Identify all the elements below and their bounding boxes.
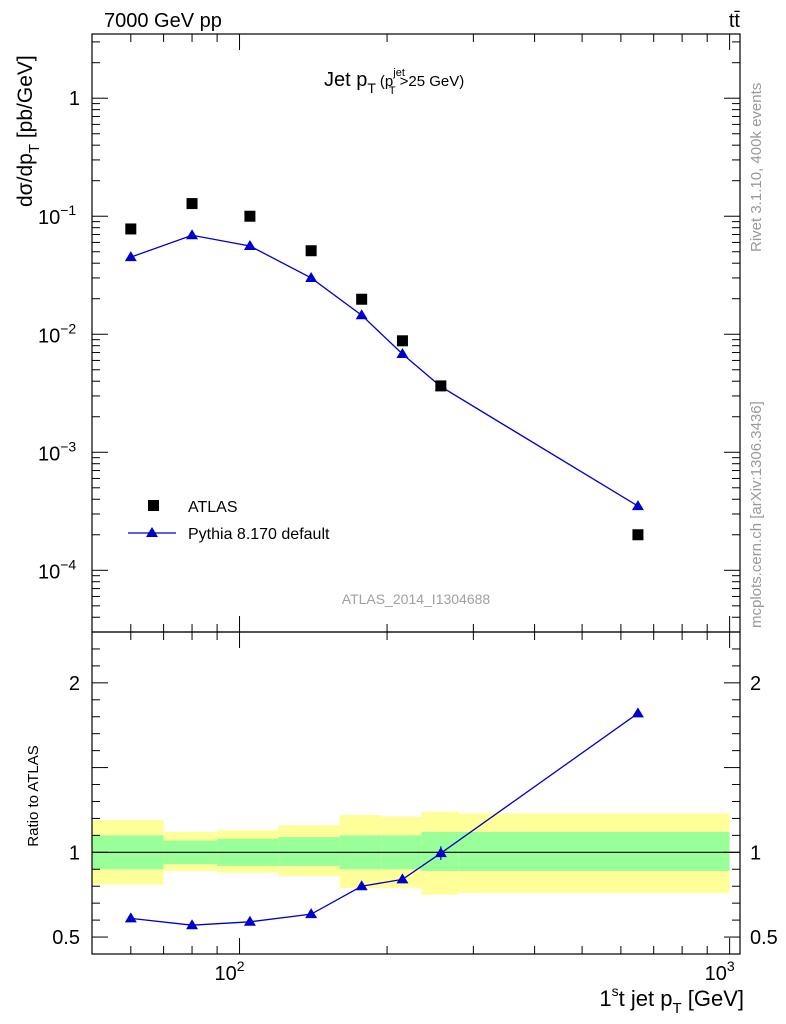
main-marks-layer <box>124 198 644 541</box>
main-ylabel: dσ/dpT [pb/GeV] <box>14 55 43 207</box>
title-paren-rest: >25 GeV) <box>400 73 465 90</box>
ratio-frame <box>91 631 741 955</box>
title-paren-open: (p <box>380 73 393 90</box>
mcplots-label: mcplots.cern.ch [arXiv:1306.3436] <box>748 401 765 628</box>
legend-atlas-label: ATLAS <box>188 499 238 516</box>
xlabel-unit: [GeV] <box>682 986 744 1011</box>
xlabel-sub: T <box>672 1000 681 1017</box>
ratio-point <box>124 912 137 923</box>
title-paren-sub: T <box>389 85 396 97</box>
atlas-point <box>305 245 317 257</box>
ratio-marks-layer <box>92 707 740 930</box>
pythia-point <box>124 251 137 262</box>
y-tick-label: 10−3 <box>38 438 76 465</box>
title-paren-sup: jet <box>392 67 405 79</box>
ratio-point <box>243 915 256 926</box>
pythia-point <box>355 309 368 320</box>
xlabel-rest: t jet p <box>619 986 673 1011</box>
energy-label: 7000 GeV pp <box>104 10 222 32</box>
ratio-stat-band <box>278 837 340 866</box>
ratio-point <box>305 908 318 919</box>
x-tick-exp: 2 <box>237 958 245 974</box>
y-tick-label: 10−1 <box>38 202 76 229</box>
atlas-point <box>244 210 256 222</box>
main-panel: 10−410−310−210−11 Jet pT (pjet T>25 GeV) d… <box>14 33 741 633</box>
legend-pythia-label: Pythia 8.170 default <box>188 526 330 543</box>
ratio-y-tick-label-right: 1 <box>750 842 761 864</box>
rivet-version-label: Rivet 3.1.10, 400k events <box>748 83 765 252</box>
atlas-point <box>125 223 137 235</box>
ratio-y-tick-label-right: 0.5 <box>750 927 778 949</box>
pythia-line <box>130 234 639 507</box>
y-tick-label: 10−4 <box>38 556 76 583</box>
main-title: Jet pT (pjet T>25 GeV) <box>324 67 464 97</box>
ratio-ylabel: Ratio to ATLAS <box>25 745 42 846</box>
ratio-point <box>186 919 199 930</box>
ylabel-sub: T <box>26 144 43 153</box>
ratio-point <box>396 873 409 884</box>
atlas-point <box>632 529 644 541</box>
pythia-point <box>243 239 256 250</box>
y-tick-base: 10 <box>38 561 60 583</box>
y-tick-base: 10 <box>38 325 60 347</box>
x-tick-base: 10 <box>215 963 237 985</box>
y-tick-base: 10 <box>38 207 60 229</box>
ratio-y-tick-label-left: 2 <box>69 673 80 695</box>
x-tick-exp: 3 <box>727 958 735 974</box>
atlas-point <box>435 380 447 392</box>
ratio-point <box>631 707 644 718</box>
analysis-watermark: ATLAS_2014_I1304688 <box>342 591 491 607</box>
ylabel-main: dσ/dp <box>14 153 37 207</box>
pythia-point <box>396 348 409 359</box>
ratio-y-tick-label-right: 2 <box>750 673 761 695</box>
x-tick-base: 10 <box>705 963 727 985</box>
y-tick-label: 10−2 <box>38 320 76 347</box>
title-sub: T <box>367 80 376 96</box>
y-tick-exp: −1 <box>60 202 76 218</box>
x-tick-label: 102 <box>215 958 245 985</box>
ylabel-unit: [pb/GeV] <box>14 55 37 144</box>
atlas-point <box>396 335 408 347</box>
y-tick-exp: −2 <box>60 320 76 336</box>
ratio-y-tick-label-left: 0.5 <box>52 927 80 949</box>
y-tick-exp: −4 <box>60 556 76 572</box>
legend: ATLAS Pythia 8.170 default <box>128 499 330 543</box>
ratio-stat-band <box>458 831 730 871</box>
atlas-point <box>356 293 368 305</box>
xlabel-one: 1 <box>599 986 611 1011</box>
y-tick-base: 10 <box>38 443 60 465</box>
atlas-point <box>186 198 198 210</box>
ratio-y-tick-label-left: 1 <box>69 842 80 864</box>
pythia-point <box>631 500 644 511</box>
ratio-xlabel: 1st jet pT [GeV] <box>599 983 744 1017</box>
xlabel-sup: s <box>612 983 619 999</box>
title-main: Jet p <box>324 69 367 91</box>
ratio-point <box>355 880 368 891</box>
x-tick-label: 103 <box>705 958 735 985</box>
process-label: tt̄ <box>729 10 741 32</box>
y-tick-exp: −3 <box>60 438 76 454</box>
ratio-line <box>130 712 639 926</box>
legend-atlas-marker <box>148 500 159 511</box>
y-tick-label: 1 <box>69 88 80 110</box>
pythia-point <box>186 229 199 240</box>
main-ticks-layer: 10−410−310−210−11 <box>38 34 740 633</box>
pythia-point <box>305 271 318 282</box>
legend-pythia-marker <box>146 527 158 537</box>
